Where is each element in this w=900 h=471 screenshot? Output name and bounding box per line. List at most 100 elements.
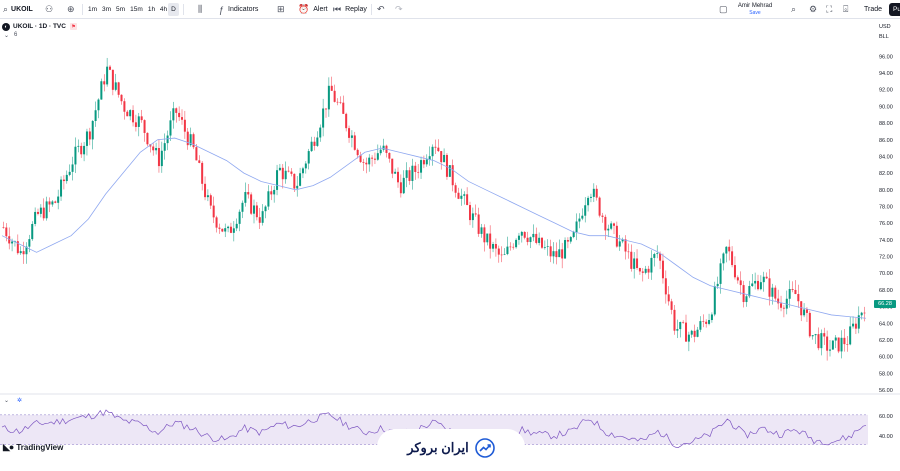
redo-button[interactable]: ↷ — [395, 0, 403, 19]
candle-body — [621, 239, 624, 242]
price-axis-label: 70.00 — [879, 271, 893, 277]
candle-body — [731, 251, 734, 266]
candle-body — [324, 108, 328, 110]
add-symbol-button[interactable]: ⊕ — [67, 0, 75, 19]
rsi-pane-controls[interactable]: ⌄ ✲ — [4, 397, 22, 404]
moving-average-line — [1, 137, 867, 319]
interval-1h[interactable]: 1h — [147, 6, 156, 13]
interval-15m[interactable]: 15m — [130, 6, 143, 13]
candle-body — [218, 227, 221, 229]
candle-body — [83, 145, 86, 155]
candle-body — [425, 159, 428, 165]
price-axis-label: 74.00 — [879, 238, 893, 244]
price-axis-label: 96.00 — [879, 54, 893, 60]
replay-button[interactable]: ⏮ Replay — [333, 0, 367, 19]
candle-body — [751, 283, 754, 287]
candle-body — [647, 268, 650, 273]
chart-type-button[interactable]: ⫼ — [198, 0, 202, 19]
candle-body — [837, 337, 840, 352]
settings-button[interactable]: ⚙ — [809, 0, 817, 19]
interval-1d[interactable]: D — [168, 3, 179, 16]
candle-body — [702, 321, 705, 322]
tradingview-logo[interactable]: ◣● TradingView — [3, 441, 63, 453]
candle-body — [255, 205, 258, 218]
price-axis-label: 60.00 — [879, 355, 893, 361]
price-axis: 96.00 94.00 92.00 90.00 88.00 86.00 84.00 82.00… — [879, 54, 893, 394]
publish-button[interactable]: Pu — [889, 3, 900, 16]
candle-body — [569, 237, 572, 242]
fullscreen-button[interactable]: ⛶ — [826, 0, 832, 19]
candle-body — [420, 160, 423, 173]
candle-body — [638, 267, 641, 272]
candle-body — [356, 149, 359, 156]
interval-3m[interactable]: 3m — [101, 6, 112, 13]
candle-body — [474, 213, 477, 215]
candle-body — [143, 120, 146, 133]
divider — [82, 4, 83, 15]
price-axis-label: 72.00 — [879, 255, 893, 261]
candle-body — [607, 228, 610, 231]
candle-body — [745, 296, 748, 303]
candle-body — [178, 112, 181, 118]
compare-button[interactable]: ⚇ — [45, 0, 53, 19]
candle-body — [834, 337, 837, 341]
flag-icon[interactable]: ⚑ — [69, 23, 77, 30]
candle-body — [615, 225, 618, 247]
replay-label: Replay — [345, 6, 367, 13]
candle-body — [785, 298, 788, 309]
currency-label: USD — [879, 24, 891, 30]
interval-5m[interactable]: 5m — [115, 6, 126, 13]
collapse-chevron-icon[interactable]: ⌄ — [4, 33, 10, 39]
series-legend[interactable]: ◐ UKOIL · 1D · TVC ⚑ — [2, 21, 77, 32]
candle-body — [540, 237, 544, 248]
candle-body — [28, 239, 31, 247]
layouts-button[interactable]: ⊞ — [277, 0, 285, 19]
indicators-legend[interactable]: ⌄ 6 — [4, 32, 17, 39]
interval-1m[interactable]: 1m — [87, 6, 98, 13]
collapse-chevron-icon[interactable]: ⌄ — [4, 398, 10, 404]
candle-body — [627, 251, 630, 253]
candle-body — [684, 322, 688, 342]
candle-body — [670, 301, 673, 310]
candle-body — [2, 227, 5, 228]
candle-body — [396, 171, 400, 183]
candle-body — [742, 285, 745, 303]
candle-body — [653, 254, 656, 258]
candle-body — [687, 334, 690, 342]
alert-button[interactable]: ⏰ Alert — [298, 0, 328, 19]
trade-button[interactable]: Trade — [864, 6, 883, 13]
candle-body — [224, 228, 227, 232]
user-save-block[interactable]: Amir Mehrad Save — [733, 2, 777, 18]
undo-button[interactable]: ↶ — [377, 0, 385, 19]
price-axis-label: 80.00 — [879, 188, 893, 194]
quick-search-button[interactable]: ⌕ — [791, 0, 796, 19]
candle-body — [679, 321, 682, 330]
candle-body — [221, 228, 224, 232]
candle-body — [512, 246, 515, 248]
layout-menu-button[interactable]: ▢ — [719, 0, 728, 19]
interval-4h[interactable]: 4h — [159, 6, 168, 13]
symbol-search[interactable]: ⌕ UKOIL — [3, 0, 33, 19]
price-axis-label: 78.00 — [879, 204, 893, 210]
candle-body — [296, 185, 299, 189]
candle-body — [45, 201, 48, 219]
candle-body — [195, 147, 198, 161]
broker-watermark: ایران بروکر — [377, 429, 525, 467]
candle-body — [765, 276, 768, 279]
axis-currency[interactable]: USD BLL — [879, 22, 891, 42]
indicators-button[interactable]: ƒ Indicators — [219, 0, 258, 19]
settings-gear-icon[interactable]: ✲ — [17, 398, 23, 404]
candle-body — [587, 197, 590, 206]
rsi-axis-label-60: 60.00 — [879, 414, 893, 420]
candle-body — [183, 119, 186, 132]
candle-body — [51, 201, 54, 205]
undo-icon: ↶ — [377, 4, 385, 14]
candle-body — [157, 148, 160, 167]
candle-body — [299, 173, 302, 186]
candle-body — [520, 231, 523, 236]
candle-body — [828, 349, 832, 351]
candle-body — [166, 135, 169, 144]
candle-body — [555, 251, 558, 258]
snapshot-button[interactable]: ⌻ — [843, 0, 848, 19]
